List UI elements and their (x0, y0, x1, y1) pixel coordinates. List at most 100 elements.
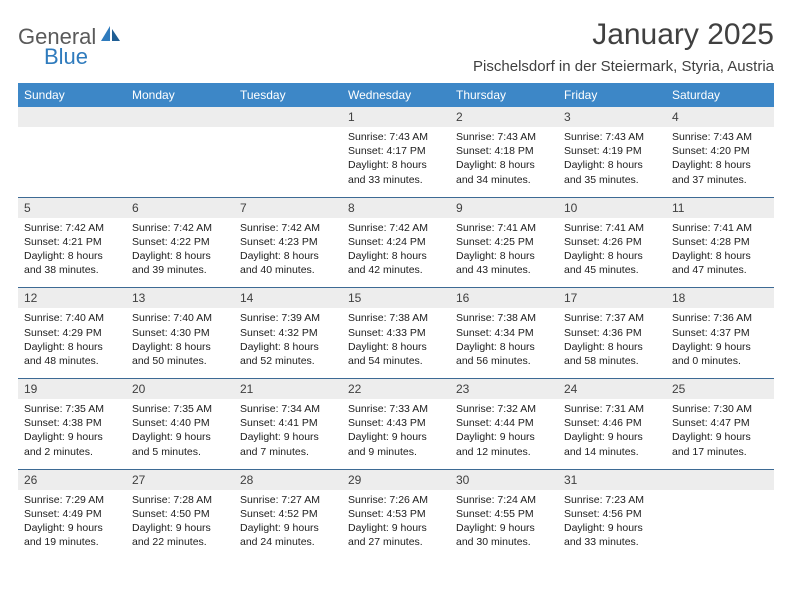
daylight-line-1: Daylight: 8 hours (564, 158, 660, 172)
day-number: 11 (666, 198, 774, 218)
weekday-header: Monday (126, 83, 234, 107)
day-body (18, 127, 126, 140)
day-cell: 18Sunrise: 7:36 AMSunset: 4:37 PMDayligh… (666, 288, 774, 378)
day-cell: 19Sunrise: 7:35 AMSunset: 4:38 PMDayligh… (18, 379, 126, 469)
daylight-line-2: and 27 minutes. (348, 535, 444, 549)
sunset-line: Sunset: 4:20 PM (672, 144, 768, 158)
day-cell: 20Sunrise: 7:35 AMSunset: 4:40 PMDayligh… (126, 379, 234, 469)
day-cell: 21Sunrise: 7:34 AMSunset: 4:41 PMDayligh… (234, 379, 342, 469)
day-number: 3 (558, 107, 666, 127)
sunrise-line: Sunrise: 7:38 AM (456, 311, 552, 325)
day-cell: 28Sunrise: 7:27 AMSunset: 4:52 PMDayligh… (234, 470, 342, 560)
location-subtitle: Pischelsdorf in der Steiermark, Styria, … (473, 58, 774, 75)
sunrise-line: Sunrise: 7:31 AM (564, 402, 660, 416)
daylight-line-2: and 40 minutes. (240, 263, 336, 277)
weekday-header-row: Sunday Monday Tuesday Wednesday Thursday… (18, 83, 774, 107)
day-body: Sunrise: 7:41 AMSunset: 4:25 PMDaylight:… (450, 218, 558, 288)
day-number: 26 (18, 470, 126, 490)
day-number: 27 (126, 470, 234, 490)
sunset-line: Sunset: 4:47 PM (672, 416, 768, 430)
sunrise-line: Sunrise: 7:30 AM (672, 402, 768, 416)
sunrise-line: Sunrise: 7:24 AM (456, 493, 552, 507)
sunrise-line: Sunrise: 7:33 AM (348, 402, 444, 416)
sunset-line: Sunset: 4:19 PM (564, 144, 660, 158)
sunrise-line: Sunrise: 7:41 AM (672, 221, 768, 235)
logo: General Blue (18, 18, 121, 50)
daylight-line-2: and 48 minutes. (24, 354, 120, 368)
sunset-line: Sunset: 4:18 PM (456, 144, 552, 158)
day-cell: 25Sunrise: 7:30 AMSunset: 4:47 PMDayligh… (666, 379, 774, 469)
sunset-line: Sunset: 4:53 PM (348, 507, 444, 521)
sunrise-line: Sunrise: 7:27 AM (240, 493, 336, 507)
day-cell: 27Sunrise: 7:28 AMSunset: 4:50 PMDayligh… (126, 470, 234, 560)
sunset-line: Sunset: 4:55 PM (456, 507, 552, 521)
daylight-line-2: and 37 minutes. (672, 173, 768, 187)
sunset-line: Sunset: 4:56 PM (564, 507, 660, 521)
daylight-line-2: and 19 minutes. (24, 535, 120, 549)
day-cell: 6Sunrise: 7:42 AMSunset: 4:22 PMDaylight… (126, 198, 234, 288)
day-number: 16 (450, 288, 558, 308)
sunset-line: Sunset: 4:30 PM (132, 326, 228, 340)
daylight-line-2: and 12 minutes. (456, 445, 552, 459)
weeks-container: 1Sunrise: 7:43 AMSunset: 4:17 PMDaylight… (18, 107, 774, 559)
day-body: Sunrise: 7:38 AMSunset: 4:34 PMDaylight:… (450, 308, 558, 378)
daylight-line-1: Daylight: 8 hours (564, 340, 660, 354)
day-number: 15 (342, 288, 450, 308)
day-body: Sunrise: 7:37 AMSunset: 4:36 PMDaylight:… (558, 308, 666, 378)
sunrise-line: Sunrise: 7:35 AM (24, 402, 120, 416)
day-body: Sunrise: 7:24 AMSunset: 4:55 PMDaylight:… (450, 490, 558, 560)
sunrise-line: Sunrise: 7:34 AM (240, 402, 336, 416)
day-number: 18 (666, 288, 774, 308)
daylight-line-1: Daylight: 8 hours (348, 249, 444, 263)
sunset-line: Sunset: 4:38 PM (24, 416, 120, 430)
daylight-line-1: Daylight: 8 hours (456, 158, 552, 172)
daylight-line-1: Daylight: 8 hours (348, 340, 444, 354)
daylight-line-2: and 30 minutes. (456, 535, 552, 549)
calendar-page: General Blue January 2025 Pischelsdorf i… (0, 0, 792, 559)
day-number: 6 (126, 198, 234, 218)
daylight-line-2: and 56 minutes. (456, 354, 552, 368)
daylight-line-2: and 54 minutes. (348, 354, 444, 368)
daylight-line-2: and 50 minutes. (132, 354, 228, 368)
day-number: 10 (558, 198, 666, 218)
sunset-line: Sunset: 4:28 PM (672, 235, 768, 249)
daylight-line-2: and 17 minutes. (672, 445, 768, 459)
day-number: 30 (450, 470, 558, 490)
day-number: 13 (126, 288, 234, 308)
sunrise-line: Sunrise: 7:29 AM (24, 493, 120, 507)
sunset-line: Sunset: 4:26 PM (564, 235, 660, 249)
day-body: Sunrise: 7:34 AMSunset: 4:41 PMDaylight:… (234, 399, 342, 469)
daylight-line-1: Daylight: 9 hours (240, 430, 336, 444)
weekday-header: Friday (558, 83, 666, 107)
month-title: January 2025 (473, 18, 774, 52)
daylight-line-1: Daylight: 9 hours (456, 430, 552, 444)
day-body (666, 490, 774, 503)
week-row: 19Sunrise: 7:35 AMSunset: 4:38 PMDayligh… (18, 378, 774, 469)
sunset-line: Sunset: 4:43 PM (348, 416, 444, 430)
daylight-line-2: and 39 minutes. (132, 263, 228, 277)
calendar-grid: Sunday Monday Tuesday Wednesday Thursday… (18, 83, 774, 559)
day-number: 23 (450, 379, 558, 399)
daylight-line-2: and 43 minutes. (456, 263, 552, 277)
daylight-line-2: and 47 minutes. (672, 263, 768, 277)
daylight-line-1: Daylight: 9 hours (672, 340, 768, 354)
daylight-line-2: and 42 minutes. (348, 263, 444, 277)
sunset-line: Sunset: 4:24 PM (348, 235, 444, 249)
daylight-line-2: and 33 minutes. (348, 173, 444, 187)
day-number: 25 (666, 379, 774, 399)
day-cell: 23Sunrise: 7:32 AMSunset: 4:44 PMDayligh… (450, 379, 558, 469)
day-body: Sunrise: 7:32 AMSunset: 4:44 PMDaylight:… (450, 399, 558, 469)
day-number: 17 (558, 288, 666, 308)
day-body: Sunrise: 7:42 AMSunset: 4:24 PMDaylight:… (342, 218, 450, 288)
day-body: Sunrise: 7:42 AMSunset: 4:22 PMDaylight:… (126, 218, 234, 288)
day-number: 21 (234, 379, 342, 399)
day-cell (126, 107, 234, 197)
day-cell: 4Sunrise: 7:43 AMSunset: 4:20 PMDaylight… (666, 107, 774, 197)
daylight-line-2: and 34 minutes. (456, 173, 552, 187)
weekday-header: Wednesday (342, 83, 450, 107)
sunset-line: Sunset: 4:41 PM (240, 416, 336, 430)
sunset-line: Sunset: 4:40 PM (132, 416, 228, 430)
day-number: 5 (18, 198, 126, 218)
daylight-line-1: Daylight: 8 hours (132, 249, 228, 263)
day-cell: 16Sunrise: 7:38 AMSunset: 4:34 PMDayligh… (450, 288, 558, 378)
